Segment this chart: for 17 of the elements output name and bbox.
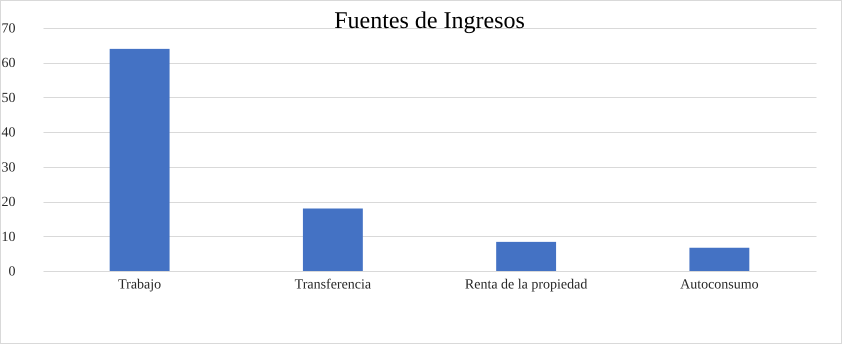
y-tick-label: 30 (2, 160, 16, 176)
y-tick-label: 60 (2, 56, 16, 72)
bar (496, 242, 556, 271)
x-tick-label: Renta de la propiedad (464, 278, 588, 292)
y-tick-label: 70 (2, 22, 16, 36)
y-tick-label: 10 (2, 230, 16, 245)
y-tick-label: 40 (2, 126, 16, 141)
x-tick-label: Transferencia (294, 278, 372, 292)
x-tick-label: Autoconsumo (680, 278, 759, 292)
chart-title: Fuentes de Ingresos (334, 8, 525, 34)
x-tick-label: Trabajo (118, 278, 162, 292)
y-tick-label: 50 (2, 90, 16, 106)
bar (302, 208, 363, 271)
bar (110, 48, 170, 271)
bar (689, 248, 750, 271)
y-tick-label: 0 (8, 264, 16, 280)
y-tick-label: 20 (2, 195, 16, 210)
